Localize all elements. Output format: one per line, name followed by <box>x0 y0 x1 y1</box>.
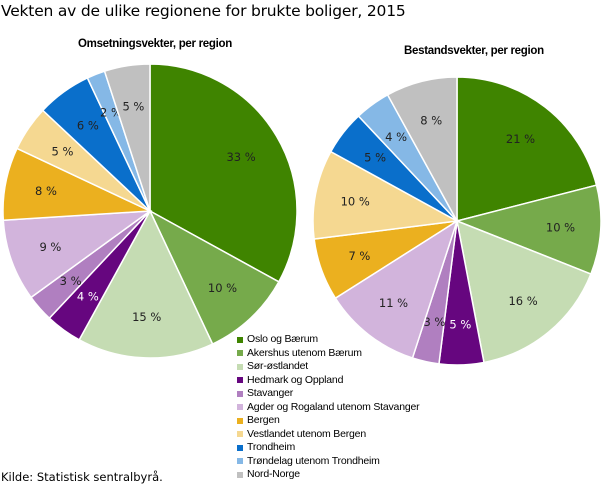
source-note: Kilde: Statistisk sentralbyrå. <box>1 470 163 484</box>
slice-label: 15 % <box>132 310 161 324</box>
legend-item: Akershus utenom Bærum <box>237 347 419 361</box>
pie-slice <box>454 184 602 275</box>
legend-label: Nord-Norge <box>247 468 300 480</box>
pie-slice <box>149 63 298 283</box>
legend-item: Agder og Rogaland utenom Stavanger <box>237 400 420 415</box>
pie-slice <box>312 150 460 240</box>
slice-label: 7 % <box>348 249 370 263</box>
slice-label: 9 % <box>39 240 61 254</box>
slice-label: 8 % <box>35 184 57 198</box>
legend-item: Trøndelag utenom Trondheim <box>237 455 419 469</box>
slice-label: 5 % <box>364 151 386 165</box>
pie-slice <box>103 63 151 212</box>
legend-swatch <box>237 377 243 384</box>
slice-label: 21 % <box>506 132 535 146</box>
legend-item: Nord-Norge <box>237 468 419 482</box>
chart-title: Vekten av de ulike regionene for brukte … <box>1 2 406 20</box>
slice-label: 10 % <box>341 195 370 209</box>
legend-swatch <box>237 404 243 411</box>
legend-item: Bergen <box>237 414 419 428</box>
right-pie-title: Bestandsvekter, per region <box>404 45 544 57</box>
legend-label: Agder og Rogaland utenom Stavanger <box>247 400 420 413</box>
pie-omsetningsvekter: 33 %10 %15 %4 %3 %9 %8 %5 %6 %2 % 5 % <box>2 63 298 359</box>
slice-label: 33 % <box>226 150 255 164</box>
pie-slice <box>456 76 598 222</box>
legend-swatch <box>237 458 243 465</box>
legend-swatch <box>237 363 243 370</box>
legend-swatch <box>237 417 243 424</box>
legend-item: Oslo og Bærum <box>237 333 419 347</box>
slice-label: 11 % <box>379 296 408 310</box>
slice-label: 3 % <box>423 315 445 329</box>
slice-label: 10 % <box>546 221 575 235</box>
legend-item: Hedmark og Oppland <box>237 374 419 388</box>
legend-item: Trondheim <box>237 441 419 455</box>
legend-item: Sør-østlandet <box>237 360 419 374</box>
slice-label: 16 % <box>508 294 537 308</box>
legend-label: Akershus utenom Bærum <box>247 346 362 359</box>
legend-label: Trondheim <box>247 441 295 453</box>
legend-label: Trøndelag utenom Trondheim <box>247 454 380 467</box>
slice-label: 4 % <box>77 290 99 304</box>
slice-label: 5 % <box>52 145 74 159</box>
slice-label: 10 % <box>208 281 237 295</box>
pie-slice <box>334 219 459 359</box>
legend-swatch <box>237 471 243 478</box>
pie-slice <box>456 219 592 364</box>
pie-bestandsvekter: 21 % 10 % 16 % 5 % 3 % 11 % 7 % 10 % 5 % 4 % 8 % <box>312 76 602 366</box>
slice-label: 8 % <box>420 114 442 128</box>
legend-item: Stavanger <box>237 387 419 401</box>
legend-label: Hedmark og Oppland <box>247 373 344 386</box>
legend: Oslo og Bærum Akershus utenom Bærum Sør-… <box>237 333 420 482</box>
legend-swatch <box>237 390 243 397</box>
legend-label: Bergen <box>247 414 280 426</box>
slice-label: 4 % <box>385 130 407 144</box>
legend-item: Vestlandet utenom Bergen <box>237 428 419 442</box>
slice-label: 5 % <box>122 100 144 114</box>
legend-swatch <box>237 336 243 343</box>
slice-label: 6 % <box>77 118 99 132</box>
legend-label: Stavanger <box>247 387 294 399</box>
legend-label: Oslo og Bærum <box>247 333 318 345</box>
slice-label: 5 % <box>449 318 471 332</box>
legend-swatch <box>237 444 243 451</box>
pie-slice <box>2 210 153 299</box>
legend-label: Sør-østlandet <box>247 360 308 372</box>
pie-slice <box>386 76 458 222</box>
legend-swatch <box>237 350 243 357</box>
left-pie-title: Omsetningsvekter, per region <box>78 38 232 50</box>
pie-slice <box>78 209 214 359</box>
pie-slice <box>148 209 280 346</box>
legend-label: Vestlandet utenom Bergen <box>247 427 366 440</box>
legend-swatch <box>237 431 243 438</box>
slice-label: 3 % <box>60 274 82 288</box>
